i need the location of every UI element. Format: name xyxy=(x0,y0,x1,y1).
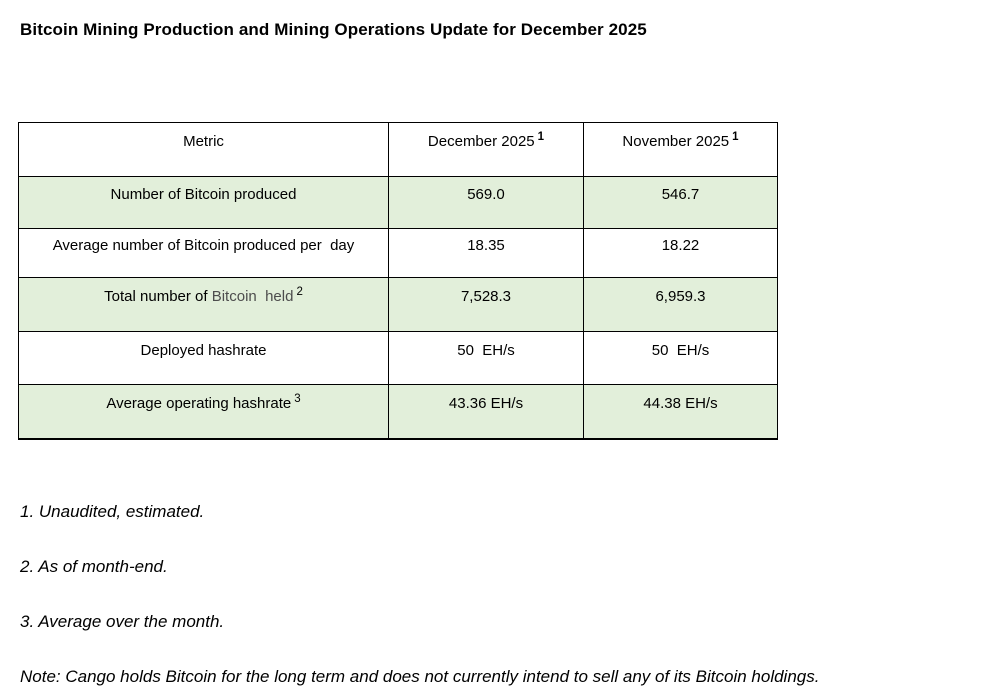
metric-label: Total number of xyxy=(104,288,212,305)
metric-footnote-marker: 2 xyxy=(296,286,303,298)
column-header-metric-label: Metric xyxy=(183,133,224,150)
value-cell-november: 546.7 xyxy=(583,176,778,229)
table-row: Number of Bitcoin produced 569.0 546.7 xyxy=(18,176,778,229)
footnote-3: 3. Average over the month. xyxy=(20,612,225,631)
footnote-1: 1. Unaudited, estimated. xyxy=(20,502,205,521)
metric-label-muted: Bitcoin held xyxy=(211,288,294,305)
metric-label: Average operating hashrate xyxy=(106,394,292,412)
column-header-november-label: November 2025 xyxy=(622,133,730,150)
metric-cell-deployed-hashrate: Deployed hashrate xyxy=(18,331,389,385)
value-cell-december: 43.36 EH/s xyxy=(388,384,584,440)
table-header-row: Metric December 2025 1 November 2025 1 xyxy=(18,122,778,177)
page-title: Bitcoin Mining Production and Mining Ope… xyxy=(20,20,647,39)
table-row: Average operating hashrate 3 43.36 EH/s 4… xyxy=(18,384,778,440)
december-footnote-marker: 1 xyxy=(537,131,545,143)
footnotes-section: 1. Unaudited, estimated. 2. As of month-… xyxy=(20,502,980,696)
value-cell-december: 50 EH/s xyxy=(388,331,584,385)
value-cell-november: 44.38 EH/s xyxy=(583,384,778,440)
table-row: Deployed hashrate 50 EH/s 50 EH/s xyxy=(18,331,778,385)
metric-cell-avg-bitcoin-per-day: Average number of Bitcoin produced per d… xyxy=(18,228,389,278)
metric-label: Average number of Bitcoin produced per d… xyxy=(52,236,355,254)
value-cell-november: 50 EH/s xyxy=(583,331,778,385)
value-cell-december: 18.35 xyxy=(388,228,584,278)
metrics-table: Metric December 2025 1 November 2025 1 Num… xyxy=(18,122,778,440)
metric-cell-bitcoin-produced: Number of Bitcoin produced xyxy=(18,176,389,229)
table-row: Total number of Bitcoin held 2 7,528.3 6,… xyxy=(18,277,778,332)
value-cell-december: 7,528.3 xyxy=(388,277,584,332)
metric-footnote-marker: 3 xyxy=(294,392,301,405)
metric-label: Deployed hashrate xyxy=(140,341,267,359)
value-cell-november: 6,959.3 xyxy=(583,277,778,332)
column-header-metric: Metric xyxy=(18,122,389,177)
metric-cell-avg-operating-hashrate: Average operating hashrate 3 xyxy=(18,384,389,440)
column-header-december-label: December 2025 xyxy=(427,133,535,150)
table-row: Average number of Bitcoin produced per d… xyxy=(18,228,778,278)
column-header-december-2025: December 2025 1 xyxy=(388,122,584,177)
metric-label: Number of Bitcoin produced xyxy=(110,186,297,203)
value-cell-december: 569.0 xyxy=(388,176,584,229)
value-cell-november: 18.22 xyxy=(583,228,778,278)
column-header-november-2025: November 2025 1 xyxy=(583,122,778,177)
holdings-note: Note: Cango holds Bitcoin for the long t… xyxy=(20,667,820,686)
footnote-2: 2. As of month-end. xyxy=(20,557,168,576)
november-footnote-marker: 1 xyxy=(732,131,739,143)
metric-cell-total-bitcoin-held: Total number of Bitcoin held 2 xyxy=(18,277,389,332)
